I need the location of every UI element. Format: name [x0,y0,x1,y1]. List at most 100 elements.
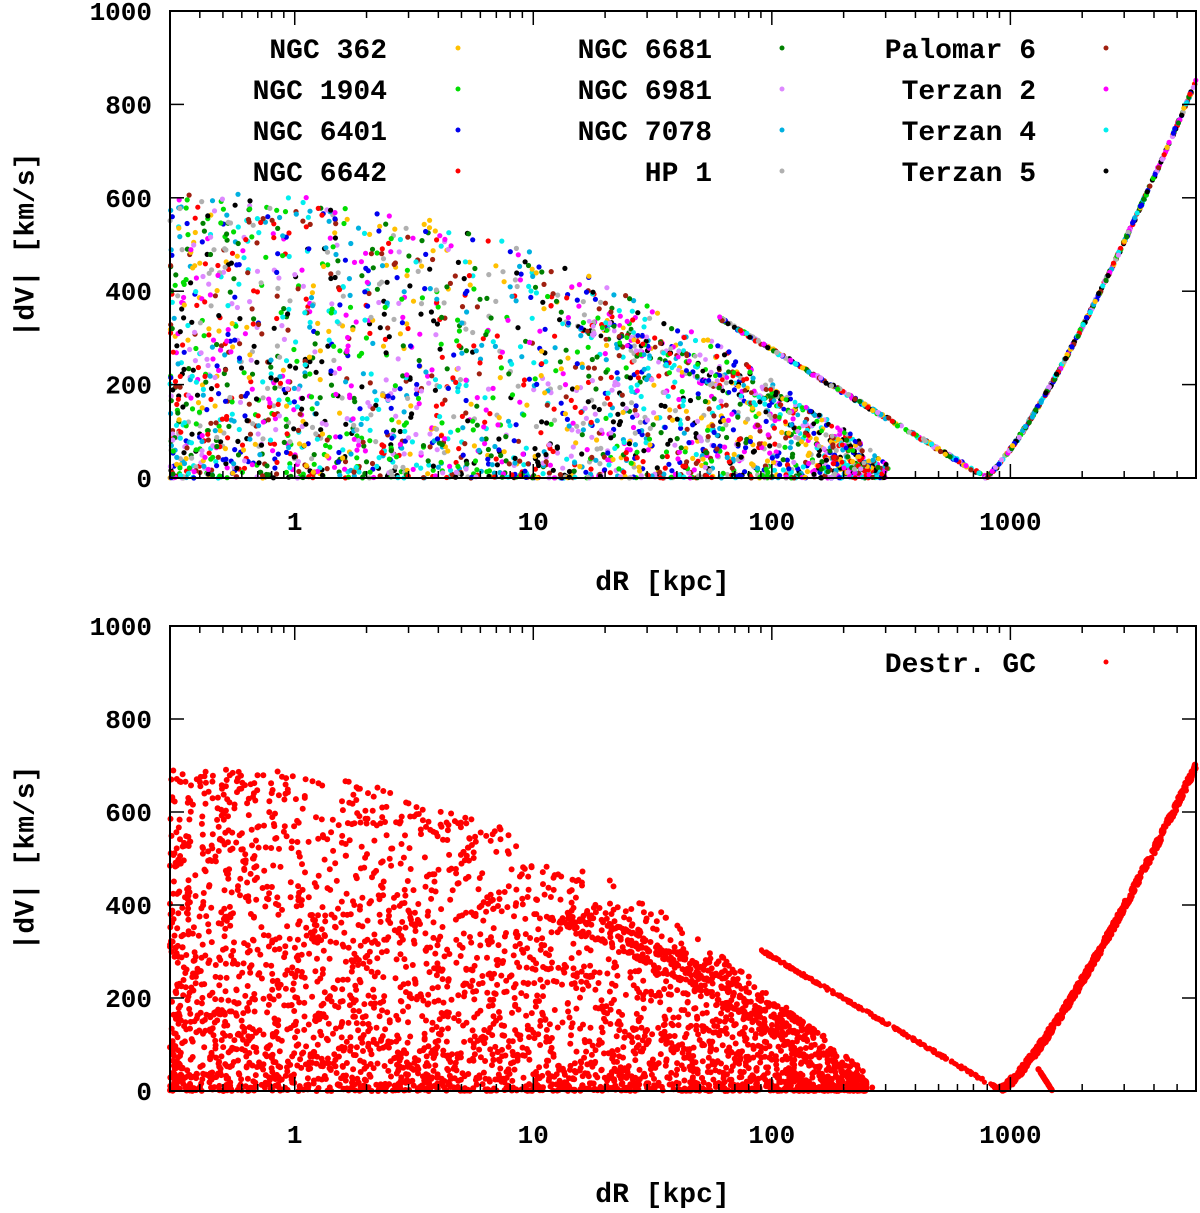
data-point [213,459,219,465]
data-point [627,296,633,302]
data-point [277,374,283,380]
data-point [342,459,349,465]
data-point [462,441,468,447]
data-point [607,320,613,326]
data-point [286,444,292,451]
data-point [247,436,253,442]
data-point [317,348,323,354]
data-point [219,416,225,422]
data-point [607,412,614,418]
data-point [386,334,392,340]
data-point [359,273,365,279]
data-point [459,413,465,419]
data-point [605,450,611,456]
x-axis-title: dR [kpc] [595,568,729,599]
data-point [532,1003,539,1010]
data-point [633,403,639,409]
data-point [311,461,317,467]
data-point [937,448,944,455]
data-point [435,866,442,873]
data-point [410,298,417,304]
data-point [330,244,336,250]
data-point [852,396,858,402]
data-point [275,451,281,457]
data-point [233,839,240,846]
data-point [585,328,590,334]
data-point [517,344,524,350]
data-point [624,318,630,324]
data-point [589,434,595,440]
data-point [545,293,551,300]
data-point [185,337,191,343]
data-point [1175,120,1181,126]
data-point [421,854,428,861]
data-point [786,430,792,436]
data-point [496,896,503,902]
data-point [571,468,577,474]
data-point [335,258,341,264]
data-point [333,1070,340,1076]
x-tick-label: 1 [287,508,303,538]
data-point [393,454,400,460]
data-point [574,349,581,355]
data-point [565,1008,572,1015]
data-point [177,329,183,335]
data-point [299,395,305,401]
data-point [736,436,743,442]
data-point [568,955,575,962]
data-point [520,1074,527,1081]
data-point [256,423,262,429]
data-point [247,198,253,204]
data-point [1125,229,1131,235]
data-point [589,454,595,460]
data-point [328,275,334,282]
data-point [390,395,396,401]
data-point [353,1020,360,1027]
data-point [681,334,687,341]
data-point [244,983,251,989]
data-point [333,434,339,440]
data-point [607,401,613,407]
data-point [339,395,345,401]
data-point [507,284,513,290]
data-point [467,282,473,288]
data-point [230,344,236,350]
data-point [216,313,222,319]
data-point [351,436,357,442]
data-point [427,431,433,437]
data-point [726,349,732,355]
data-point [428,309,434,315]
data-point [821,446,827,451]
data-point [360,439,366,445]
data-point [544,420,550,426]
data-point [662,465,668,471]
data-point [274,894,281,901]
data-point [226,903,233,910]
data-point [574,361,580,367]
data-point [217,428,223,434]
data-point [374,955,381,962]
legend-label: NGC 6401 [253,118,387,149]
data-point [252,441,258,447]
data-point [274,315,280,322]
data-point [560,321,565,327]
data-point [590,323,596,329]
data-point [465,418,471,424]
legend-label: HP 1 [645,159,712,190]
data-point [771,425,778,431]
data-point [547,462,554,468]
data-point [427,217,433,223]
data-point [522,931,529,938]
data-point [674,987,681,994]
data-point [682,449,688,455]
data-point [423,251,429,257]
data-point [580,427,587,433]
data-point [231,229,237,235]
y-tick-label: 200 [105,372,152,402]
data-point [533,290,540,296]
data-point [463,410,469,416]
data-point [442,397,448,403]
data-point [303,195,309,201]
data-point [558,366,564,372]
data-point [218,220,224,226]
